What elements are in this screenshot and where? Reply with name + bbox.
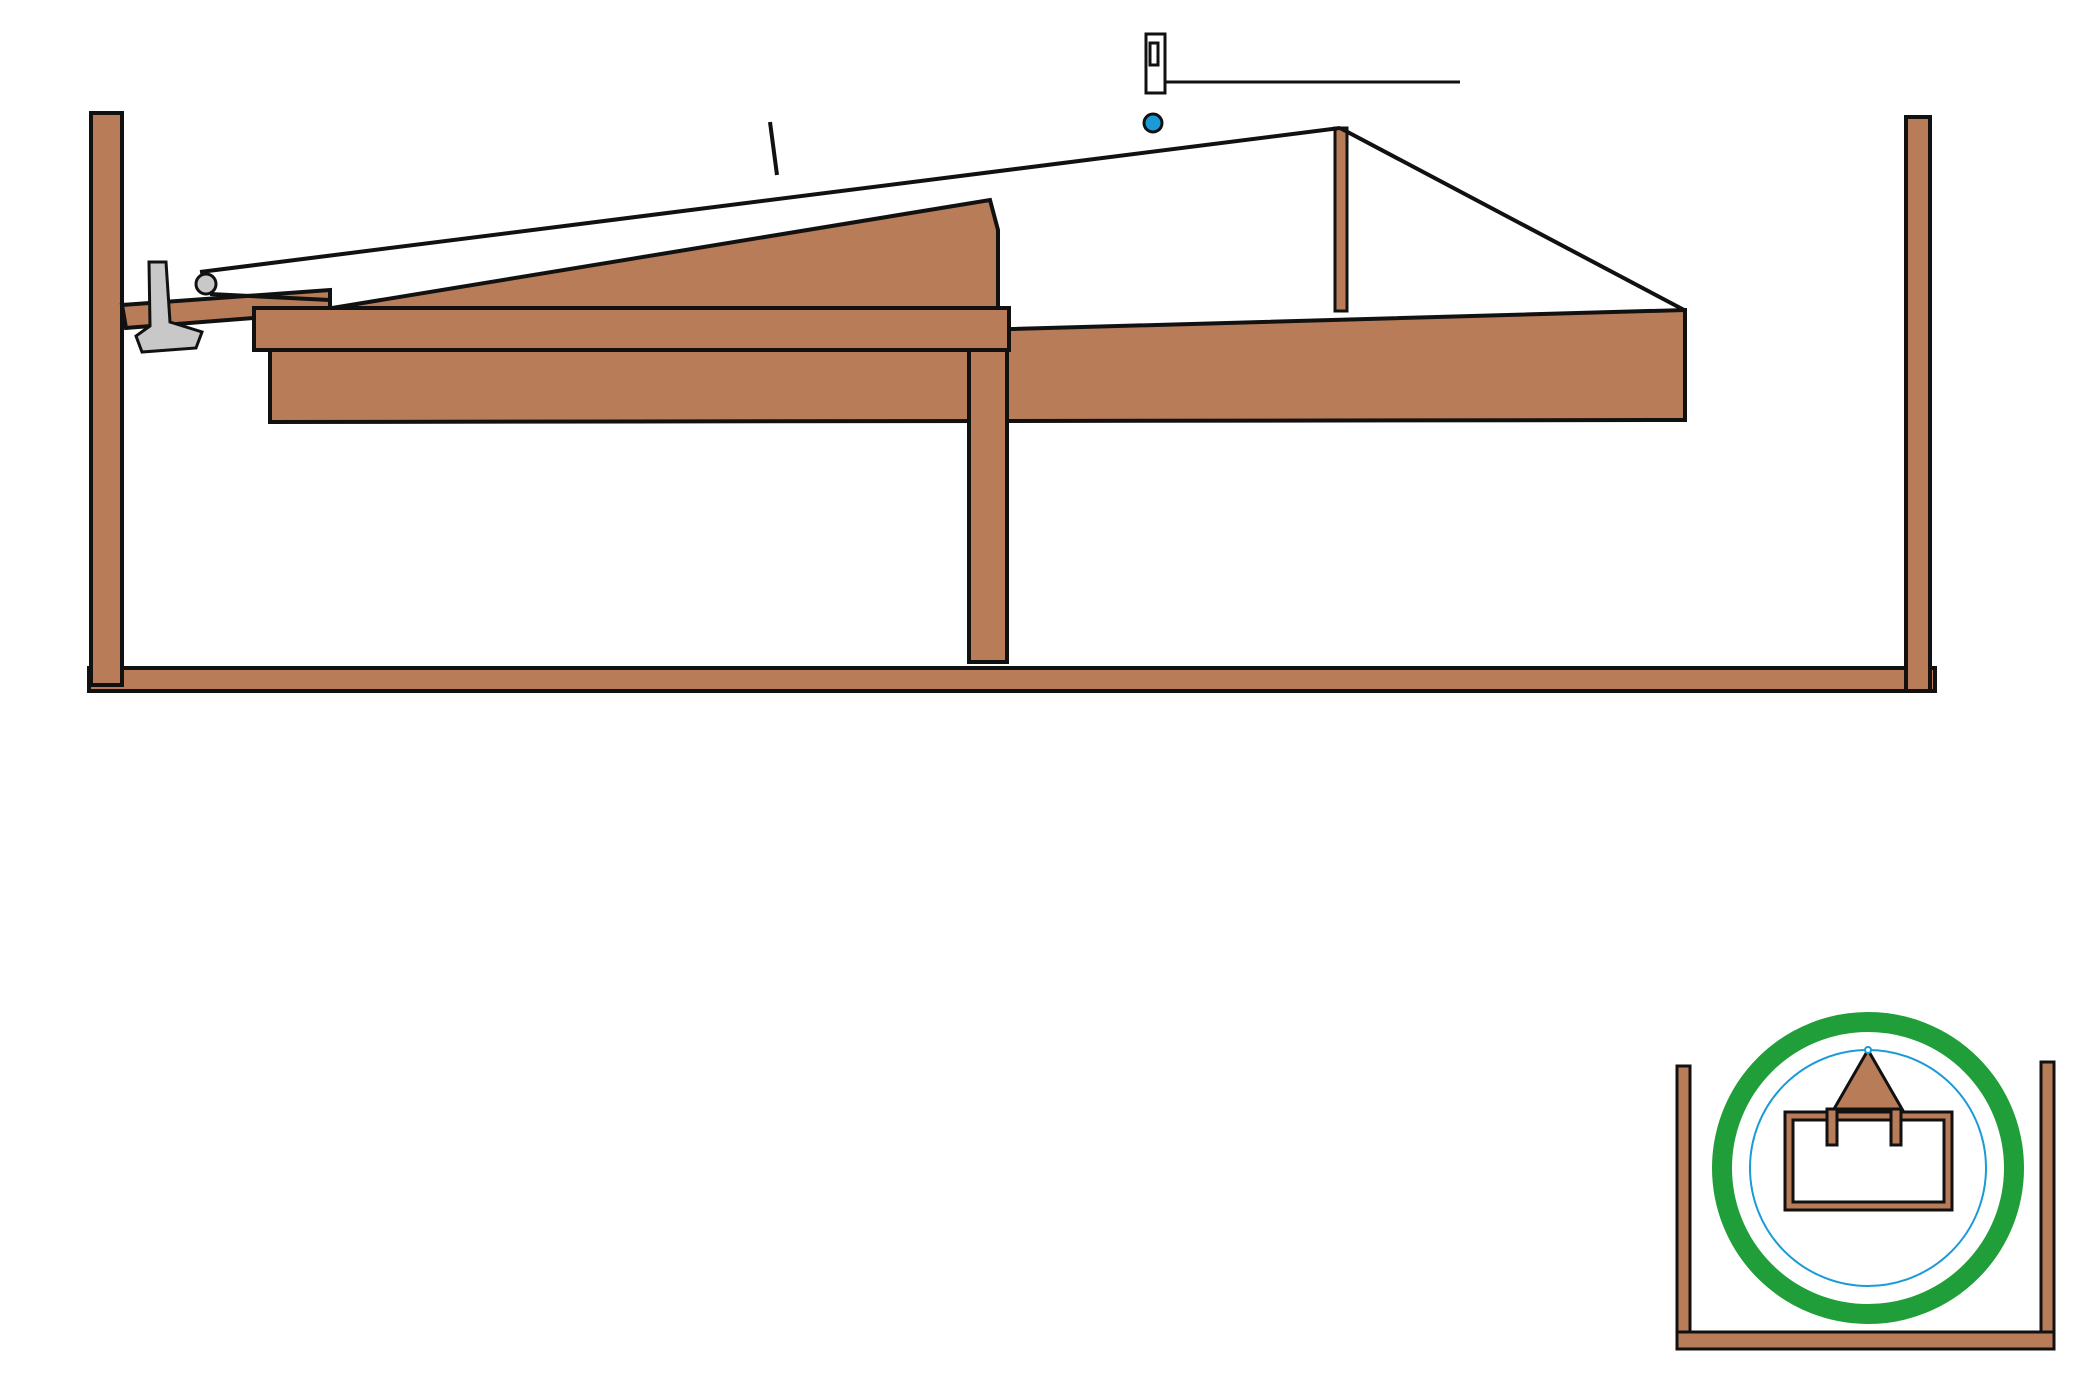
wire-lower (209, 292, 331, 302)
prism-leg-right (1889, 1107, 1903, 1147)
wire-track (199, 121, 1687, 313)
base-board (87, 666, 1937, 693)
t-bracket (134, 260, 204, 354)
prism-tip (1864, 1046, 1872, 1054)
left-post (89, 111, 124, 687)
side-view (87, 32, 1937, 693)
wire-upper (199, 126, 1341, 274)
slotted-bed-top (252, 306, 1011, 352)
prism-guide (1831, 1046, 1905, 1111)
green-ring (1712, 1012, 2024, 1324)
pivot-roller (194, 272, 218, 296)
end-left-post (1675, 1064, 1692, 1334)
switch-sensor-slot (1148, 41, 1160, 67)
end-right-post (2039, 1060, 2056, 1334)
tilted-ramp (319, 197, 1000, 312)
bed-support-leg (967, 348, 1009, 664)
right-post (1904, 115, 1932, 693)
wire-support-post (1333, 126, 1349, 313)
prism-leg-left (1825, 1107, 1839, 1147)
box-frame-inner (1791, 1118, 1946, 1204)
tick-mark (768, 121, 779, 176)
ball (1142, 112, 1164, 134)
end-view (1675, 1012, 2056, 1351)
wire-slope (1339, 126, 1687, 313)
end-base-board (1675, 1330, 2056, 1351)
